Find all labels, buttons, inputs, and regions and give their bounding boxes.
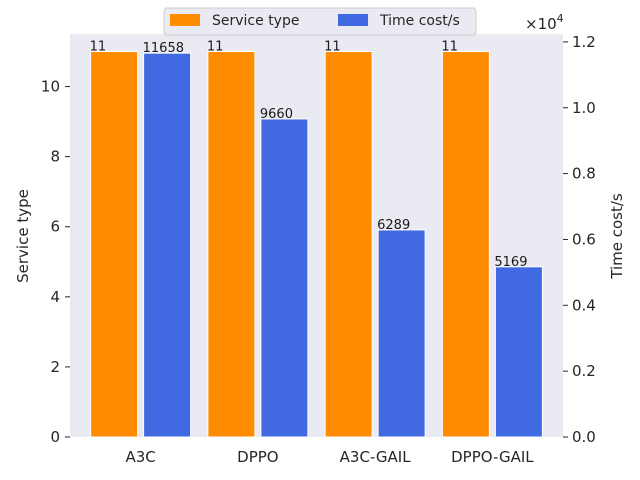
y-left-tick-label: 8 <box>50 148 60 166</box>
y-left-tick-label: 10 <box>41 78 60 96</box>
legend-label-time-cost: Time cost/s <box>379 13 460 29</box>
x-tick-label-a3c-gail: A3C-GAIL <box>340 448 412 466</box>
x-tick-label-dppo: DPPO <box>237 448 278 466</box>
bar-time-cost-s-a3c <box>143 52 192 438</box>
bar-time-cost-s-dppo-gail <box>494 266 543 438</box>
y-left-tick-label: 0 <box>50 428 60 446</box>
legend: Service type Time cost/s <box>163 7 477 36</box>
y-right-axis-ticks: 0.0 0.2 0.4 0.6 0.8 1.0 1.2 <box>563 33 596 446</box>
y-right-tick-label: 0.6 <box>572 230 596 248</box>
bar-service-type-a3c <box>90 51 139 438</box>
x-tick-label-a3c: A3C <box>125 448 155 466</box>
bar-labels-group: 11 11658 11 9660 11 6289 11 5169 <box>90 40 528 270</box>
y-right-tick-label: 0.2 <box>572 362 596 380</box>
bar-label-time-cost-s-a3c-gail: 6289 <box>377 218 410 233</box>
y-left-tick-label: 6 <box>50 218 60 236</box>
y-right-tick-label: 1.0 <box>572 99 596 117</box>
y-right-tick-label: 1.2 <box>572 33 596 51</box>
y-left-axis-title: Service type <box>14 189 32 283</box>
bar-label-service-type-dppo: 11 <box>207 40 224 55</box>
y-right-tick-label: 0.0 <box>572 428 596 446</box>
y-right-tick-label: 0.8 <box>572 165 596 183</box>
y-left-axis-ticks: 0 2 4 6 8 10 <box>41 78 70 446</box>
bar-label-service-type-dppo-gail: 11 <box>441 40 458 55</box>
offset-exponent: 4 <box>557 12 564 25</box>
bar-label-time-cost-s-a3c: 11658 <box>143 41 184 56</box>
y-right-tick-label: 0.4 <box>572 296 596 314</box>
y-left-tick-label: 4 <box>50 288 60 306</box>
legend-label-service-type: Service type <box>212 13 299 29</box>
bar-label-time-cost-s-dppo: 9660 <box>260 107 293 122</box>
bars-group <box>90 51 543 438</box>
offset-multiplier: ×10 <box>525 15 557 33</box>
bar-time-cost-s-dppo <box>260 118 309 438</box>
legend-swatch-time-cost <box>338 14 368 26</box>
bar-service-type-dppo <box>207 51 256 438</box>
legend-frame <box>163 7 477 36</box>
x-tick-label-dppo-gail: DPPO-GAIL <box>451 448 534 466</box>
x-axis-ticks: A3C DPPO A3C-GAIL DPPO-GAIL <box>125 448 534 466</box>
bar-service-type-dppo-gail <box>441 51 490 438</box>
bar-label-service-type-a3c-gail: 11 <box>324 40 341 55</box>
bar-label-time-cost-s-dppo-gail: 5169 <box>494 255 527 270</box>
y-right-axis-title: Time cost/s <box>608 193 626 280</box>
legend-swatch-service-type <box>170 14 200 26</box>
bar-time-cost-s-a3c-gail <box>377 229 426 438</box>
bar-service-type-a3c-gail <box>324 51 373 438</box>
y-left-tick-label: 2 <box>50 358 60 376</box>
bar-label-service-type-a3c: 11 <box>90 40 107 55</box>
y-right-offset-text: ×104 <box>525 12 564 33</box>
